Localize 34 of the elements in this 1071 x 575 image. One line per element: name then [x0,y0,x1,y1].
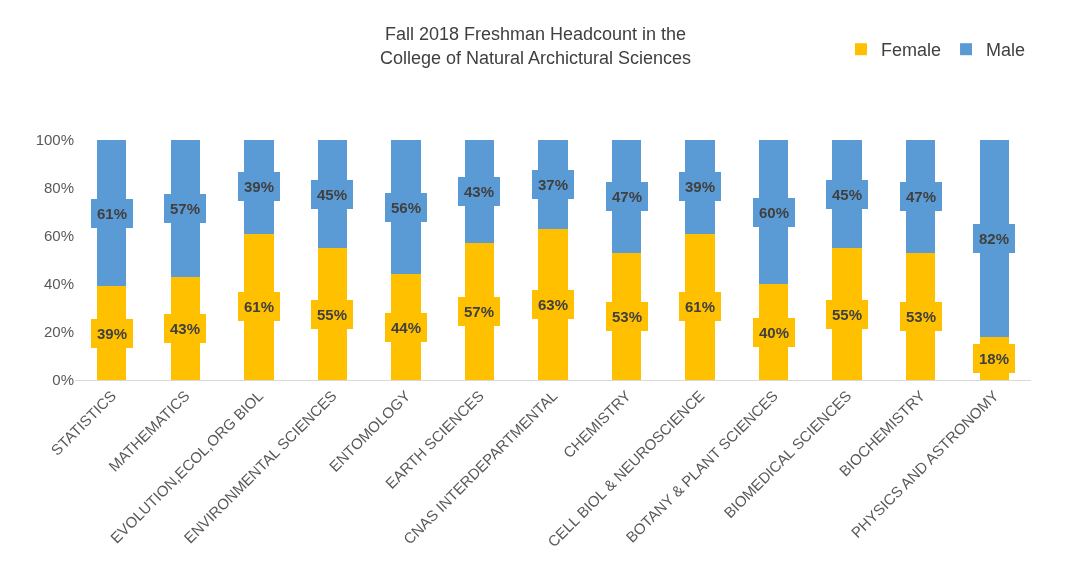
data-label: 43% [464,183,495,200]
data-label: 45% [317,186,348,203]
data-label: 45% [832,186,863,203]
data-label: 56% [391,199,422,216]
data-label: 55% [832,306,863,323]
data-label: 82% [979,230,1010,247]
data-label: 55% [317,306,348,323]
y-tick-label: 80% [43,179,74,197]
y-tick-label: 100% [35,131,74,149]
data-label: 53% [612,308,643,325]
y-tick-label: 20% [43,323,74,341]
data-label: 60% [759,204,790,221]
data-label: 37% [538,176,569,193]
data-label: 39% [97,325,128,342]
y-tick-label: 40% [43,275,74,293]
data-label: 40% [759,324,790,341]
data-label: 47% [906,188,937,205]
data-label: 39% [685,178,716,195]
data-label: 63% [538,296,569,313]
data-label: 53% [906,308,937,325]
legend-label: Female [881,40,942,61]
data-label: 39% [244,178,275,195]
data-label: 57% [464,303,495,320]
data-label: 61% [244,298,275,315]
data-label: 57% [170,200,201,217]
data-label: 61% [97,205,128,222]
y-tick-label: 0% [52,371,74,389]
data-label: 61% [685,298,716,315]
data-label: 43% [170,320,201,337]
y-tick-label: 60% [43,227,74,245]
chart-title: Fall 2018 Freshman Headcount in the College of Natural Archictural Sciences [379,24,692,68]
legend-label: Male [986,40,1026,61]
data-label: 47% [612,188,643,205]
data-label: 44% [391,319,422,336]
